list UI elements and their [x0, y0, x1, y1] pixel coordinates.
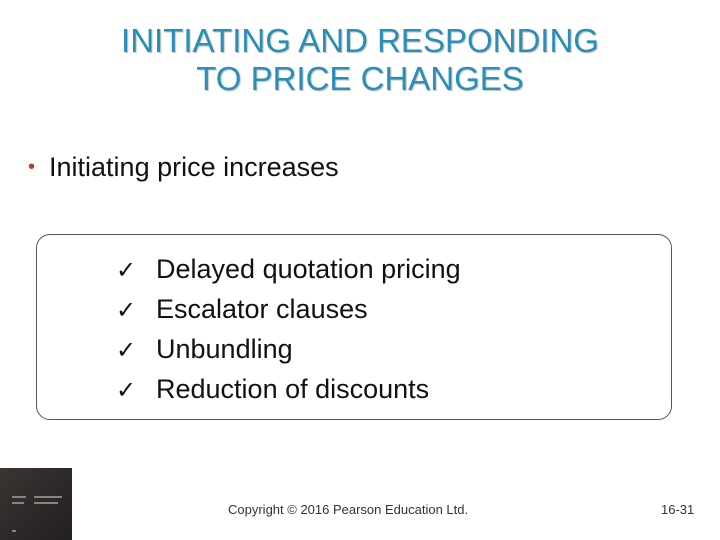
check-item-text: Escalator clauses	[156, 294, 368, 324]
check-list: ✓ Delayed quotation pricing ✓ Escalator cl…	[116, 250, 461, 410]
slide-title-line-2: TO PRICE CHANGES	[196, 60, 524, 97]
check-item-text: Unbundling	[156, 334, 293, 364]
bullet-dot-icon: •	[28, 156, 36, 178]
slide-title: INITIATING AND RESPONDING TO PRICE CHANG…	[0, 22, 720, 98]
copyright-text: Copyright © 2016 Pearson Education Ltd.	[228, 502, 469, 517]
check-item: ✓ Unbundling	[116, 330, 461, 370]
check-list-panel	[36, 234, 672, 420]
check-item-text: Delayed quotation pricing	[156, 254, 461, 284]
checkmark-icon: ✓	[116, 296, 137, 324]
main-bullet: • Initiating price increases	[28, 150, 339, 184]
slide-title-line-1: INITIATING AND RESPONDING	[121, 22, 599, 59]
book-cover-icon	[0, 468, 72, 540]
check-item-text: Reduction of discounts	[156, 374, 430, 404]
check-item: ✓ Reduction of discounts	[116, 370, 461, 410]
main-bullet-text: Initiating price increases	[49, 152, 339, 182]
checkmark-icon: ✓	[116, 256, 137, 284]
check-item: ✓ Delayed quotation pricing	[116, 250, 461, 290]
page-number: 16-31	[661, 502, 695, 517]
checkmark-icon: ✓	[116, 336, 137, 364]
check-item: ✓ Escalator clauses	[116, 290, 461, 330]
checkmark-icon: ✓	[116, 376, 137, 404]
